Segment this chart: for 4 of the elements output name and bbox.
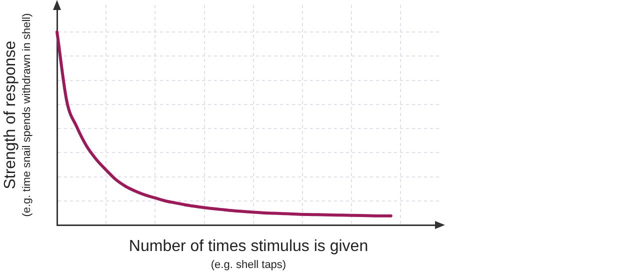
y-axis-title: Strength of response xyxy=(2,40,20,192)
x-axis-title: Number of times stimulus is given xyxy=(128,238,370,256)
text: (e.g. time snail spends withdrawn in shell) xyxy=(21,12,33,219)
text: (e.g. shell taps) xyxy=(210,259,288,271)
